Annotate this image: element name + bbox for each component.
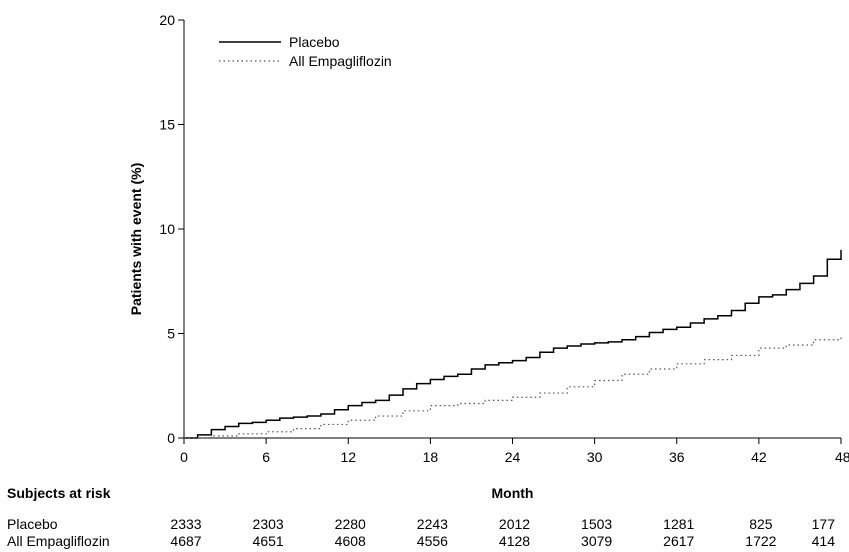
x-tick-label: 18	[423, 449, 439, 465]
x-tick-label: 48	[835, 449, 849, 465]
y-tick-label: 5	[167, 326, 175, 342]
x-tick-label: 36	[669, 449, 685, 465]
risk-cell: 1722	[745, 533, 776, 549]
risk-cell: 3079	[581, 533, 612, 549]
y-tick-label: 15	[159, 117, 175, 133]
legend-label-0: Placebo	[289, 34, 340, 50]
series-layer	[184, 249, 842, 439]
risk-cell: 1503	[581, 516, 612, 532]
y-tick-label: 10	[159, 221, 175, 237]
series-line-placebo	[184, 249, 842, 439]
risk-cell: 4128	[499, 533, 530, 549]
series-line-empagliflozin	[184, 334, 842, 439]
axes: 0 5 10 15 20 0 6 12 18 24 30 36 42 48 Month Patients wi…	[128, 12, 849, 501]
x-tick-label: 6	[262, 449, 270, 465]
risk-table-title: Subjects at risk	[7, 485, 111, 501]
legend-label-1: All Empagliflozin	[289, 53, 392, 69]
y-tick-label: 20	[159, 12, 175, 28]
x-axis-title: Month	[492, 485, 534, 501]
risk-cell: 2333	[170, 516, 201, 532]
x-tick-label: 42	[751, 449, 767, 465]
x-tick-label: 30	[587, 449, 603, 465]
legend: Placebo All Empagliflozin	[219, 34, 392, 69]
y-axis-title: Patients with event (%)	[128, 163, 144, 315]
x-tick-label: 24	[505, 449, 521, 465]
risk-cell: 2280	[335, 516, 366, 532]
risk-row-label: All Empagliflozin	[7, 533, 110, 549]
risk-cell: 4608	[335, 533, 366, 549]
risk-table: Subjects at risk Placebo 2333 2303 2280 2243 2…	[7, 485, 835, 549]
risk-cell: 2243	[417, 516, 448, 532]
risk-cell: 825	[749, 516, 773, 532]
risk-cell: 1281	[663, 516, 694, 532]
risk-row-label: Placebo	[7, 516, 58, 532]
risk-cell: 4651	[253, 533, 284, 549]
risk-cell: 4556	[417, 533, 448, 549]
y-tick-label: 0	[167, 430, 175, 446]
risk-cell: 177	[812, 516, 836, 532]
x-tick-label: 0	[180, 449, 188, 465]
x-tick-label: 12	[340, 449, 356, 465]
risk-cell: 414	[812, 533, 836, 549]
risk-cell: 2303	[253, 516, 284, 532]
risk-cell: 2012	[499, 516, 530, 532]
risk-cell: 2617	[663, 533, 694, 549]
risk-cell: 4687	[170, 533, 201, 549]
